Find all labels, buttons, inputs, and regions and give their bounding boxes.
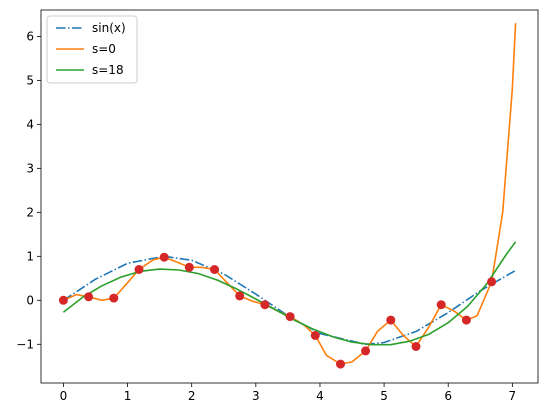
data-point [461, 315, 471, 325]
x-tick-label: 1 [124, 389, 132, 403]
x-tick-label: 7 [509, 389, 517, 403]
x-tick-label: 6 [444, 389, 452, 403]
data-point [361, 346, 371, 356]
data-point [310, 331, 320, 340]
y-tick-label: −1 [16, 337, 34, 351]
data-point [109, 293, 119, 303]
x-tick-label: 2 [188, 389, 196, 403]
data-point [436, 300, 446, 310]
x-axis: 0 1 2 3 4 5 6 7 [60, 383, 517, 403]
data-point [260, 300, 270, 310]
data-point [285, 312, 295, 322]
points-layer [58, 252, 497, 369]
data-point [235, 291, 245, 301]
data-point [159, 252, 169, 262]
data-point [487, 277, 497, 287]
data-point [411, 342, 421, 351]
data-point [336, 359, 345, 369]
x-tick-label: 4 [316, 389, 324, 403]
x-tick-label: 5 [380, 389, 388, 403]
legend: sin(x) s=0 s=18 [46, 15, 138, 84]
data-point [134, 265, 144, 274]
y-tick-label: 6 [26, 29, 34, 43]
x-tick-label: 3 [252, 389, 260, 403]
plot-area [58, 23, 517, 369]
data-point [386, 315, 396, 325]
legend-label-sin: sin(x) [92, 21, 126, 35]
y-tick-label: 1 [26, 249, 34, 263]
x-tick-label: 0 [60, 389, 68, 403]
data-point [58, 295, 68, 305]
y-tick-label: 3 [26, 161, 34, 175]
data-point [210, 265, 219, 274]
y-tick-label: 4 [26, 117, 34, 131]
y-tick-label: 5 [26, 73, 34, 87]
legend-label-s18: s=18 [92, 63, 124, 77]
legend-label-s0: s=0 [92, 42, 116, 56]
data-point [184, 262, 194, 272]
y-tick-label: 2 [26, 205, 34, 219]
y-tick-label: 0 [26, 293, 34, 307]
legend-box [46, 15, 138, 84]
data-point [84, 292, 94, 302]
y-axis: −1 0 1 2 3 4 5 6 [16, 29, 41, 351]
axes-frame [40, 9, 539, 384]
